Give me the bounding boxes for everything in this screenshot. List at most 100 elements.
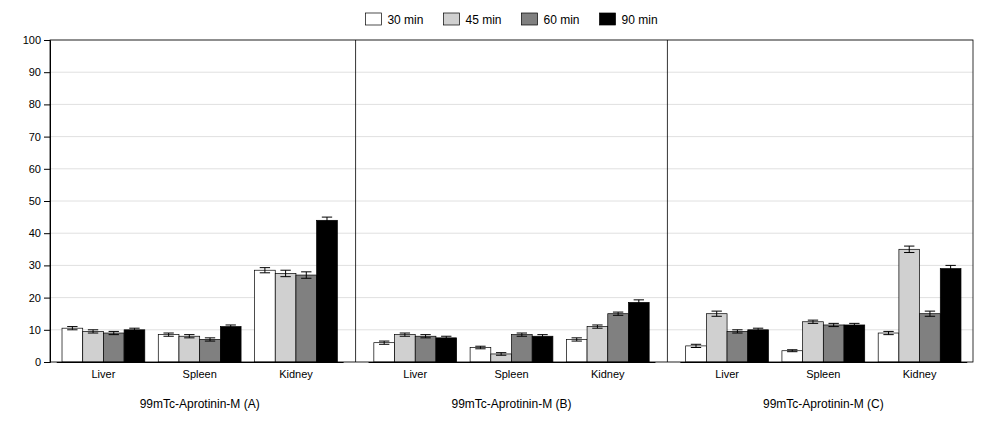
error-cap (787, 351, 797, 352)
error-bar (379, 341, 389, 344)
bar (296, 275, 317, 362)
y-tick-mark (44, 233, 50, 234)
error-cap (613, 315, 623, 316)
error-bar (691, 344, 701, 347)
error-cap (301, 278, 311, 279)
y-tick: 80 (29, 98, 50, 110)
error-cap (945, 265, 955, 266)
error-cap (109, 334, 119, 335)
error-bar (260, 268, 270, 273)
y-tick-label: 70 (29, 131, 41, 143)
error-cap (517, 333, 527, 334)
legend-label: 45 min (465, 13, 501, 27)
x-tick: Kidney (591, 362, 625, 380)
section-separator (667, 40, 668, 362)
error-cap (205, 341, 215, 342)
bar (415, 336, 436, 362)
error-cap (592, 324, 602, 325)
y-tick: 10 (29, 324, 50, 336)
series (103, 272, 940, 362)
x-tick: Spleen (806, 362, 840, 380)
error-bar (808, 320, 818, 323)
y-tick-mark (44, 201, 50, 202)
error-bar (441, 336, 451, 339)
error-bar (828, 323, 838, 326)
y-tick-mark (44, 72, 50, 73)
y-tick-label: 10 (29, 324, 41, 336)
error-line (909, 246, 910, 252)
x-tick-label: Liver (91, 368, 115, 380)
y-tick: 70 (29, 131, 50, 143)
x-tick: Liver (715, 362, 739, 380)
bar (470, 348, 491, 362)
error-bar (280, 270, 290, 276)
error-bar (67, 327, 77, 330)
x-axis: LiverSpleenKidney (369, 362, 656, 380)
error-bar (925, 311, 935, 316)
error-cap (572, 341, 582, 342)
section-label: 99mTc-Aprotinin-M (A) (140, 397, 260, 411)
bar (706, 314, 727, 362)
y-tick: 30 (29, 259, 50, 271)
x-axis: Liver Spleen Kidney (680, 362, 967, 380)
series (124, 217, 961, 362)
plot-area: 0102030405060708090100LiverSpleenKidney9… (23, 34, 973, 411)
bar (940, 269, 961, 362)
error-cap (753, 331, 763, 332)
error-cap (280, 276, 290, 277)
series (83, 246, 920, 362)
legend-item: 30 min (365, 13, 423, 27)
error-cap (634, 305, 644, 306)
y-tick-mark (44, 169, 50, 170)
y-tick-mark (44, 362, 50, 363)
x-tick-label: Kidney (591, 368, 625, 380)
bar (628, 302, 649, 362)
error-bar (849, 323, 859, 326)
error-bar (753, 328, 763, 331)
plot-frame (50, 40, 973, 362)
error-cap (129, 331, 139, 332)
error-cap (163, 336, 173, 337)
bar (374, 343, 395, 362)
error-cap (184, 337, 194, 338)
x-tick-label: Kidney (279, 368, 313, 380)
bar (255, 270, 276, 362)
bar (200, 339, 221, 362)
x-tick: Kidney (279, 362, 313, 380)
x-axis: LiverSpleenKidney (57, 362, 344, 380)
y-axis: 0102030405060708090100 (23, 34, 51, 368)
error-cap (883, 331, 893, 332)
bar (878, 333, 899, 362)
error-bar (400, 333, 410, 336)
error-cap (904, 252, 914, 253)
error-cap (88, 329, 98, 330)
y-tick-mark (44, 298, 50, 299)
error-bar (109, 331, 119, 334)
error-cap (753, 328, 763, 329)
bar (220, 327, 241, 362)
error-bar (712, 311, 722, 316)
y-tick: 100 (23, 34, 50, 46)
bar (566, 339, 587, 362)
error-cap (322, 223, 332, 224)
error-bar (129, 328, 139, 331)
x-axis-domain (57, 362, 344, 363)
y-tick-label: 20 (29, 292, 41, 304)
error-bar (184, 335, 194, 338)
error-cap (205, 337, 215, 338)
y-tick: 20 (29, 292, 50, 304)
error-cap (322, 217, 332, 218)
error-cap (496, 355, 506, 356)
y-tick: 40 (29, 227, 50, 239)
x-tick-label: Kidney (903, 368, 937, 380)
error-cap (634, 299, 644, 300)
x-tick-label: Spleen (806, 368, 840, 380)
error-bar (732, 330, 742, 333)
y-tick: 50 (29, 195, 50, 207)
error-bar (88, 330, 98, 333)
error-cap (712, 311, 722, 312)
y-tick-label: 30 (29, 259, 41, 271)
legend-swatch (443, 13, 459, 25)
error-cap (441, 339, 451, 340)
error-cap (732, 329, 742, 330)
